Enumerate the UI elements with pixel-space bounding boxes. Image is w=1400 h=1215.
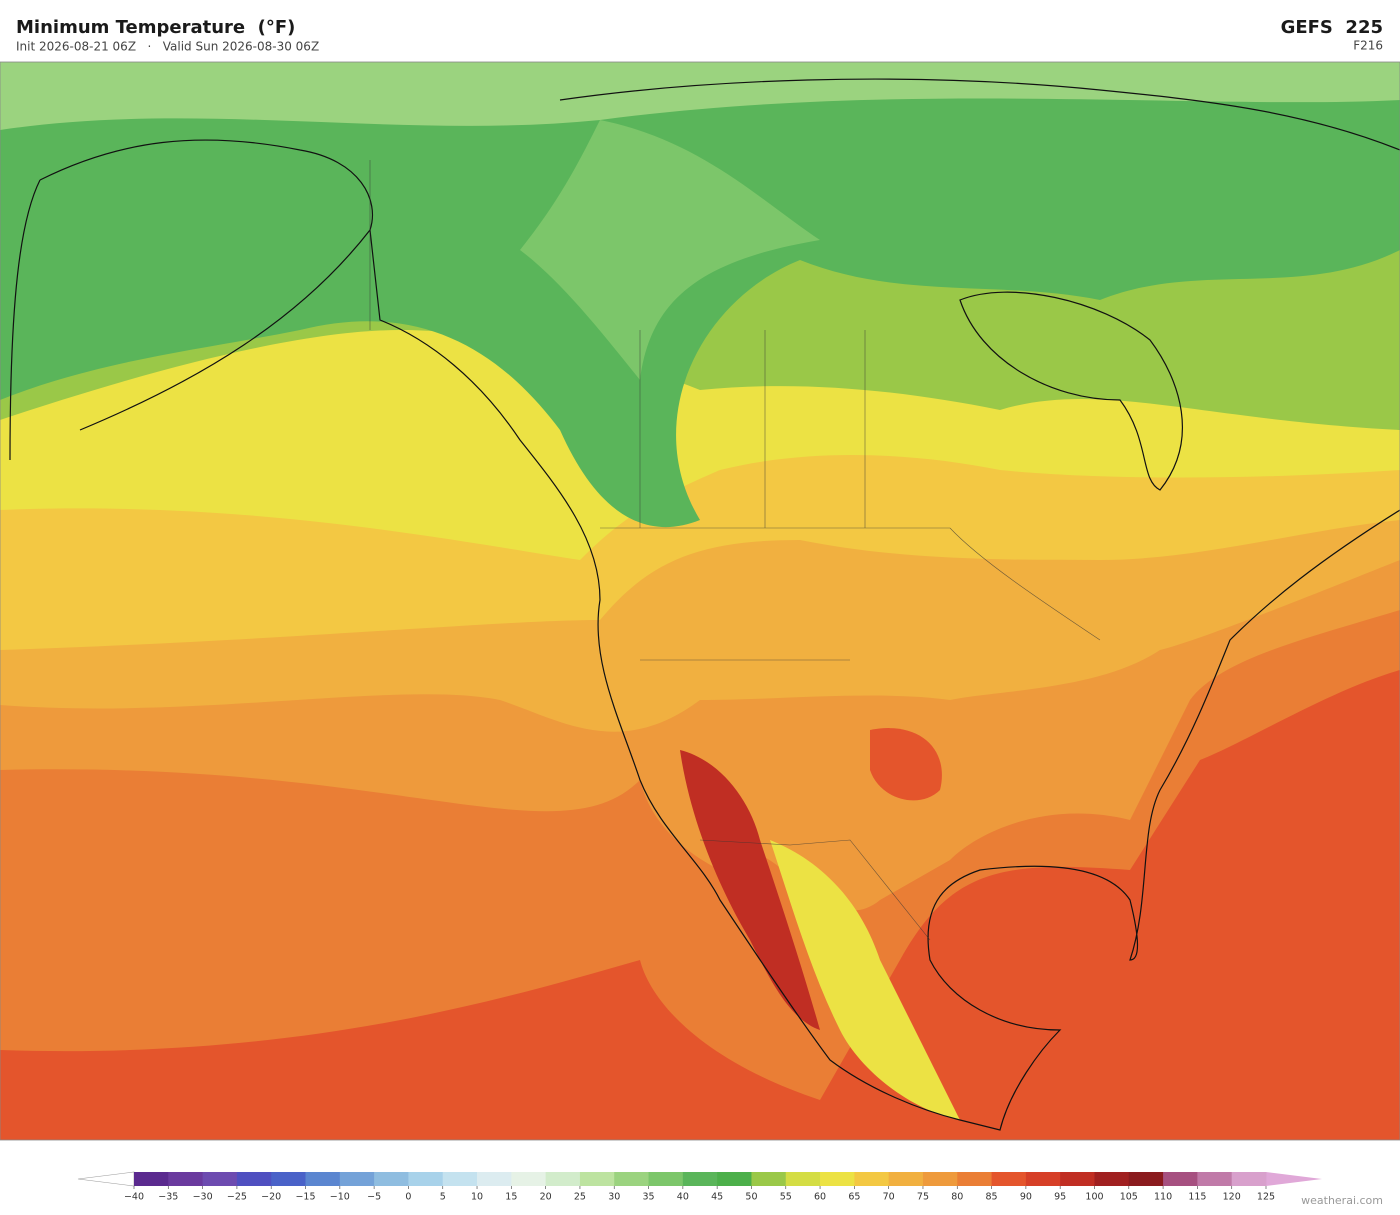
colorbar-segment	[751, 1172, 787, 1186]
colorbar-segment	[305, 1172, 341, 1186]
colorbar-segment	[168, 1172, 204, 1186]
colorbar-segment	[785, 1172, 821, 1186]
colorbar-segment	[648, 1172, 684, 1186]
colorbar-tick-label: −35	[158, 1192, 178, 1203]
map	[0, 61, 1400, 1141]
colorbar-tick-label: 90	[1020, 1192, 1032, 1203]
colorbar-tick-label: 0	[405, 1192, 411, 1203]
colorbar-tick-label: 5	[440, 1192, 446, 1203]
map-frame	[0, 61, 1400, 1141]
colorbar-tick-label: −25	[227, 1192, 247, 1203]
colorbar-segment	[339, 1172, 375, 1186]
colorbar-segment	[717, 1172, 752, 1186]
temp-field	[0, 62, 1400, 130]
colorbar-segment	[1025, 1172, 1061, 1186]
colorbar-segment	[477, 1172, 512, 1186]
colorbar-tick-label: −40	[124, 1192, 144, 1203]
temp-field	[0, 62, 1400, 528]
colorbar-segment	[1231, 1172, 1267, 1186]
colorbar-tick-label: 70	[883, 1192, 895, 1203]
colorbar-tick-label: 45	[711, 1192, 723, 1203]
colorbar: −40 −35 −30 −25 −20 −15 −10 −5 0 5 10 15 20 25 30 35 40 4…	[77, 1171, 1322, 1203]
temp-field	[770, 840, 960, 1120]
title: Minimum Temperature (°F)	[16, 17, 295, 38]
colorbar-tick-label: −15	[295, 1192, 315, 1203]
temp-field	[520, 120, 820, 380]
colorbar-segment	[1060, 1172, 1095, 1186]
colorbar-segment	[579, 1172, 615, 1186]
colorbar-segment	[614, 1172, 649, 1186]
colorbar-tick-label: −30	[193, 1192, 213, 1203]
colorbar-segment	[236, 1172, 272, 1186]
colorbar-tick-label: 125	[1257, 1192, 1275, 1203]
colorbar-tick-label: 60	[814, 1192, 826, 1203]
colorbar-segment	[854, 1172, 890, 1186]
colorbar-segment	[1197, 1172, 1233, 1186]
colorbar-tick-label: 50	[745, 1192, 757, 1203]
colorbar-tick-label: 40	[677, 1192, 689, 1203]
colorbar-tick-label: 115	[1188, 1192, 1206, 1203]
temp-field	[870, 728, 942, 801]
colorbar-tick-label: 105	[1120, 1192, 1138, 1203]
colorbar-tick-label: −10	[330, 1192, 350, 1203]
colorbar-segment	[957, 1172, 992, 1186]
colorbar-segment	[545, 1172, 581, 1186]
colorbar-tick-label: 10	[471, 1192, 483, 1203]
colorbar-segment	[682, 1172, 718, 1186]
colorbar-segment	[442, 1172, 478, 1186]
colorbar-tick-label: 30	[608, 1192, 620, 1203]
colorbar-tick-label: 110	[1154, 1192, 1172, 1203]
colorbar-segment	[922, 1172, 958, 1186]
colorbar-over	[1266, 1172, 1322, 1186]
colorbar-tick-label: 25	[574, 1192, 586, 1203]
colorbar-tick-label: 55	[780, 1192, 792, 1203]
colorbar-segment	[1094, 1172, 1130, 1186]
colorbar-segment	[511, 1172, 547, 1186]
forecast-hour: F216	[1353, 39, 1383, 53]
colorbar-tick-label: 75	[917, 1192, 929, 1203]
watermark: weatherai.com	[1301, 1194, 1383, 1207]
temp-field	[680, 750, 820, 1030]
colorbar-segment	[202, 1172, 238, 1186]
colorbar-tick-label: 95	[1054, 1192, 1066, 1203]
borders	[369, 160, 1101, 941]
colorbar-segment	[1163, 1172, 1198, 1186]
coastline	[9, 78, 1400, 1131]
colorbar-tick-label: 100	[1085, 1192, 1103, 1203]
colorbar-segment	[991, 1172, 1027, 1186]
colorbar-segment	[1128, 1172, 1164, 1186]
colorbar-tick-label: 80	[951, 1192, 963, 1203]
subtitle: Init 2026-08-21 06Z · Valid Sun 2026-08-…	[16, 40, 319, 54]
colorbar-tick-label: 15	[505, 1192, 517, 1203]
colorbar-tick-label: −5	[367, 1192, 381, 1203]
colorbar-segment	[134, 1172, 169, 1186]
colorbar-tick-label: 65	[848, 1192, 860, 1203]
colorbar-tick-label: −20	[261, 1192, 281, 1203]
colorbar-tick-label: 20	[540, 1192, 552, 1203]
colorbar-tick-label: 120	[1223, 1192, 1241, 1203]
colorbar-segment	[408, 1172, 444, 1186]
colorbar-segment	[374, 1172, 409, 1186]
colorbar-segment	[820, 1172, 855, 1186]
colorbar-segment	[271, 1172, 306, 1186]
colorbar-segment	[888, 1172, 924, 1186]
colorbar-tick-label: 85	[986, 1192, 998, 1203]
model: GEFS 225	[1281, 17, 1383, 38]
colorbar-tick-label: 35	[642, 1192, 654, 1203]
